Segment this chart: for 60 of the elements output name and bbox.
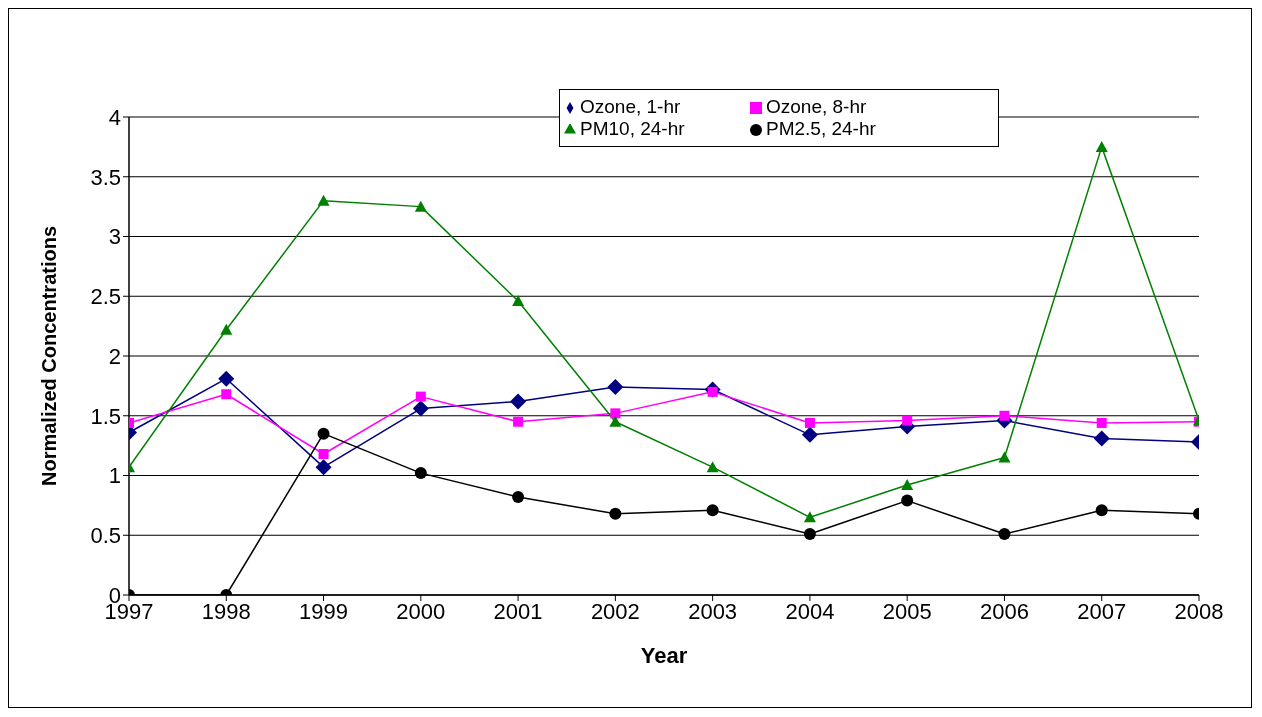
point [609, 415, 622, 427]
legend-label: Ozone, 8-hr [766, 96, 868, 118]
point [218, 370, 235, 387]
point [414, 467, 427, 480]
point [803, 511, 816, 523]
point [803, 528, 816, 541]
y-tick-label: 1 [108, 463, 121, 489]
y-tick-label: 1.5 [90, 403, 121, 429]
point [221, 389, 232, 400]
y-tick-label: 0.5 [90, 523, 121, 549]
y-tick-label: 3.5 [90, 164, 121, 190]
point [513, 416, 524, 427]
point [804, 417, 815, 428]
point [706, 461, 719, 473]
point [998, 451, 1011, 463]
x-tick-label: 2004 [785, 598, 835, 624]
point [999, 410, 1010, 421]
point [414, 200, 427, 212]
point [512, 491, 525, 504]
point [512, 295, 525, 307]
y-axis-title: Normalized Concentrations [38, 225, 61, 487]
point [317, 194, 330, 206]
point [1096, 417, 1107, 428]
x-tick-label: 2005 [882, 598, 932, 624]
point [220, 323, 233, 335]
x-tick-label: 2002 [590, 598, 640, 624]
point [901, 479, 914, 491]
point [510, 393, 527, 410]
x-tick-label: 2003 [688, 598, 738, 624]
point [706, 504, 719, 517]
point [609, 507, 622, 520]
x-tick-label: 1998 [201, 598, 251, 624]
x-tick-label: 2006 [979, 598, 1029, 624]
point [998, 528, 1011, 541]
point [1093, 430, 1110, 447]
y-tick-label: 2 [108, 343, 121, 369]
x-tick-label: 1999 [299, 598, 349, 624]
x-tick-label: 2008 [1174, 598, 1224, 624]
legend-label: PM2.5, 24-hr [766, 118, 877, 140]
point [415, 391, 426, 402]
point [412, 400, 429, 417]
point [901, 494, 914, 507]
point [315, 459, 332, 476]
y-tick-label: 3 [108, 224, 121, 250]
x-tick-label: 2000 [396, 598, 446, 624]
point [317, 427, 330, 440]
point [607, 379, 624, 396]
point [801, 426, 818, 443]
point [610, 408, 621, 419]
legend-label: PM10, 24-hr [580, 118, 686, 140]
x-axis-title: Year [640, 643, 688, 668]
legend-label: Ozone, 1-hr [580, 96, 682, 118]
x-tick-label: 2001 [493, 598, 543, 624]
point [318, 448, 329, 459]
y-tick-label: 2.5 [90, 284, 121, 310]
point [902, 415, 913, 426]
y-tick-label: 4 [108, 104, 121, 130]
x-tick-label: 2007 [1077, 598, 1127, 624]
point [1095, 504, 1108, 517]
point [1095, 140, 1108, 152]
